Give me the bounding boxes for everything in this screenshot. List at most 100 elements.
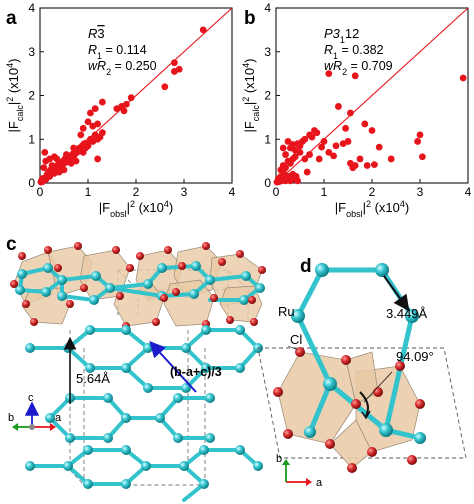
panel-letter-d: d [300, 256, 312, 277]
x-tick-label-b: 3 [417, 185, 424, 199]
y-tick-label-a: 4 [28, 1, 35, 15]
data-point-b [318, 143, 325, 151]
axis-b-label-c: b [8, 412, 14, 424]
data-point-b [361, 120, 369, 128]
crystal-axes-d: a b [276, 453, 323, 489]
x-tick-label-b: 2 [369, 185, 376, 199]
panel-letter-b: b [244, 8, 256, 29]
data-point-a [99, 129, 106, 137]
y-tick-label-a: 1 [28, 132, 35, 146]
stacking-vector-arrow [149, 341, 197, 393]
fit-stat-label-a: wR2 = 0.250 [88, 59, 157, 77]
panel-letter-a: a [6, 8, 17, 29]
data-point-a [171, 59, 178, 67]
data-point-b [335, 103, 342, 110]
data-point-a [84, 118, 92, 126]
axis-a-label-c: a [55, 412, 62, 424]
ru-ru-distance-label: 3.449Å [386, 306, 428, 321]
data-point-b [306, 151, 313, 158]
data-point-a [127, 94, 135, 102]
interlayer-distance-label: 5.64Å [76, 371, 110, 386]
axis-a-label-d: a [316, 477, 323, 489]
data-point-b [351, 162, 359, 169]
data-point-a [199, 26, 207, 34]
data-point-b [301, 155, 309, 163]
data-point-b [303, 168, 311, 176]
data-point-a [41, 148, 49, 156]
scatter-plot-b: 0 1 2 3 4 0 1 2 3 4 |Fobsl|2 (x104) |Fcalc|2 (x104)… [241, 1, 472, 219]
data-point-b [332, 142, 340, 150]
data-point-b [371, 161, 378, 169]
data-point-b [289, 141, 297, 148]
data-point-a [77, 131, 85, 139]
x-tick-label-a: 2 [133, 185, 140, 199]
ru-ru-distance-arrow [383, 275, 410, 312]
ru-label: Ru [278, 304, 295, 319]
data-point-a [48, 162, 56, 169]
y-tick-label-b: 2 [264, 89, 271, 103]
cl-label: Cl [290, 332, 302, 347]
data-point-a [91, 105, 99, 113]
y-tick-label-a: 3 [28, 45, 35, 59]
ru-cl-ru-angle-label: 94.09° [396, 349, 434, 364]
y-tick-label-a: 0 [28, 176, 35, 190]
data-point-b [308, 133, 316, 141]
honeycomb-structure-d: 3.449Å 94.09° Ru Cl a b [257, 263, 467, 489]
ru-atoms-top [15, 261, 265, 305]
data-point-a [53, 155, 61, 163]
angle-leader [363, 371, 393, 403]
ru-atoms-bottom [25, 445, 263, 489]
data-point-b [315, 155, 323, 163]
data-point-b [301, 135, 309, 143]
data-point-a [84, 142, 92, 150]
octahedra-layer [13, 245, 263, 327]
data-point-b [279, 144, 287, 152]
axis-c-label: c [28, 392, 34, 404]
data-point-a [94, 120, 101, 128]
data-point-b [368, 127, 376, 134]
data-point-b [344, 138, 352, 145]
fit-stat-label-b: wR2 = 0.709 [324, 59, 393, 77]
scatter-plot-a: 0 1 2 3 4 0 1 2 3 4 |Fobsl|2 (x104) |Fcalc|2 (x104)… [5, 1, 236, 219]
data-point-b [325, 70, 333, 78]
crystal-structure-c: 5.64Å (b-a+c)/3 c a b [8, 242, 266, 502]
stacking-vector-label: (b-a+c)/3 [170, 365, 222, 379]
unit-cell-rhombus [257, 347, 467, 459]
data-point-a [87, 109, 94, 117]
data-point-b [414, 138, 421, 145]
data-point-b [325, 148, 333, 156]
data-point-b [320, 138, 328, 145]
x-tick-label-b: 4 [465, 185, 472, 199]
data-point-b [296, 148, 304, 156]
y-axis-label-a: |Fcalc|2 (x104) [5, 58, 25, 132]
ru-atoms-middle [25, 325, 263, 443]
x-tick-label-a: 0 [37, 185, 44, 199]
fit-stat-label-a: R1 = 0.114 [88, 43, 147, 61]
data-point-b [342, 124, 349, 132]
y-tick-label-b: 0 [264, 176, 271, 190]
data-point-a [161, 83, 169, 91]
x-tick-label-a: 1 [85, 185, 92, 199]
data-point-a [60, 166, 68, 174]
data-point-a [70, 144, 77, 152]
data-point-a [72, 157, 80, 165]
y-tick-label-b: 3 [264, 45, 271, 59]
data-point-a [175, 65, 183, 73]
data-point-b [282, 151, 289, 158]
ru-bonds-bottom [28, 448, 260, 502]
ru-atoms-d [291, 263, 426, 444]
data-point-a [79, 124, 87, 132]
data-point-b [363, 162, 371, 169]
y-tick-label-a: 2 [28, 89, 35, 103]
cl-atoms-d [273, 347, 425, 473]
data-point-b [294, 177, 301, 185]
x-tick-label-b: 0 [273, 185, 280, 199]
data-point-b [416, 131, 424, 139]
data-point-b [459, 74, 467, 82]
y-tick-label-b: 4 [264, 1, 271, 15]
crystal-axes-c: c a b [8, 392, 62, 431]
data-point-b [356, 155, 364, 163]
data-point-b [375, 143, 383, 151]
